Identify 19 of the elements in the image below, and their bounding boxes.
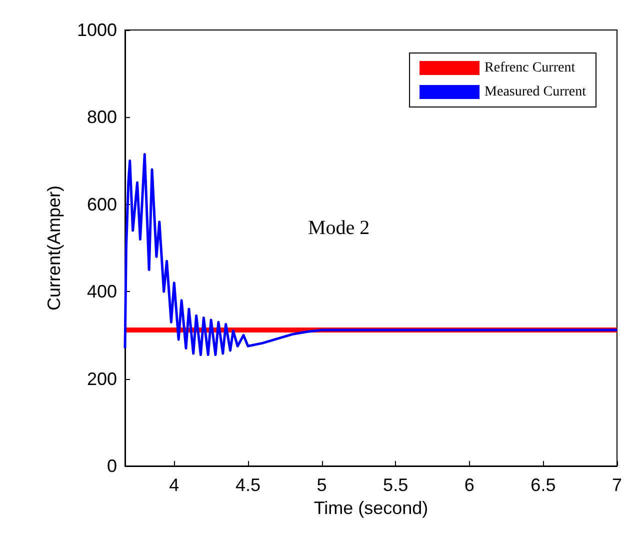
x-tick-label: 7 — [612, 475, 622, 495]
legend-label: Refrenc Current — [484, 60, 576, 76]
x-tick-label: 4.5 — [235, 475, 260, 495]
y-tick-label: 1000 — [76, 20, 117, 40]
y-tick-label: 200 — [86, 368, 117, 389]
legend-label: Measured Current — [484, 84, 586, 100]
x-tick-label: 5.5 — [383, 475, 408, 495]
y-axis-title: Current(Amper) — [44, 185, 64, 311]
y-tick-label: 400 — [86, 282, 117, 302]
x-tick-label: 6.5 — [530, 475, 556, 495]
x-tick-label: 6 — [464, 475, 474, 495]
x-tick-label: 5 — [316, 475, 327, 495]
y-tick-label: 0 — [106, 456, 117, 476]
line-series — [124, 153, 618, 356]
x-tick-label: 4 — [169, 475, 180, 495]
y-tick-label: 600 — [86, 194, 117, 214]
y-tick-label: 800 — [86, 107, 117, 128]
x-axis-title: Time (second) — [314, 498, 428, 518]
annotation: Mode 2 — [308, 217, 370, 239]
